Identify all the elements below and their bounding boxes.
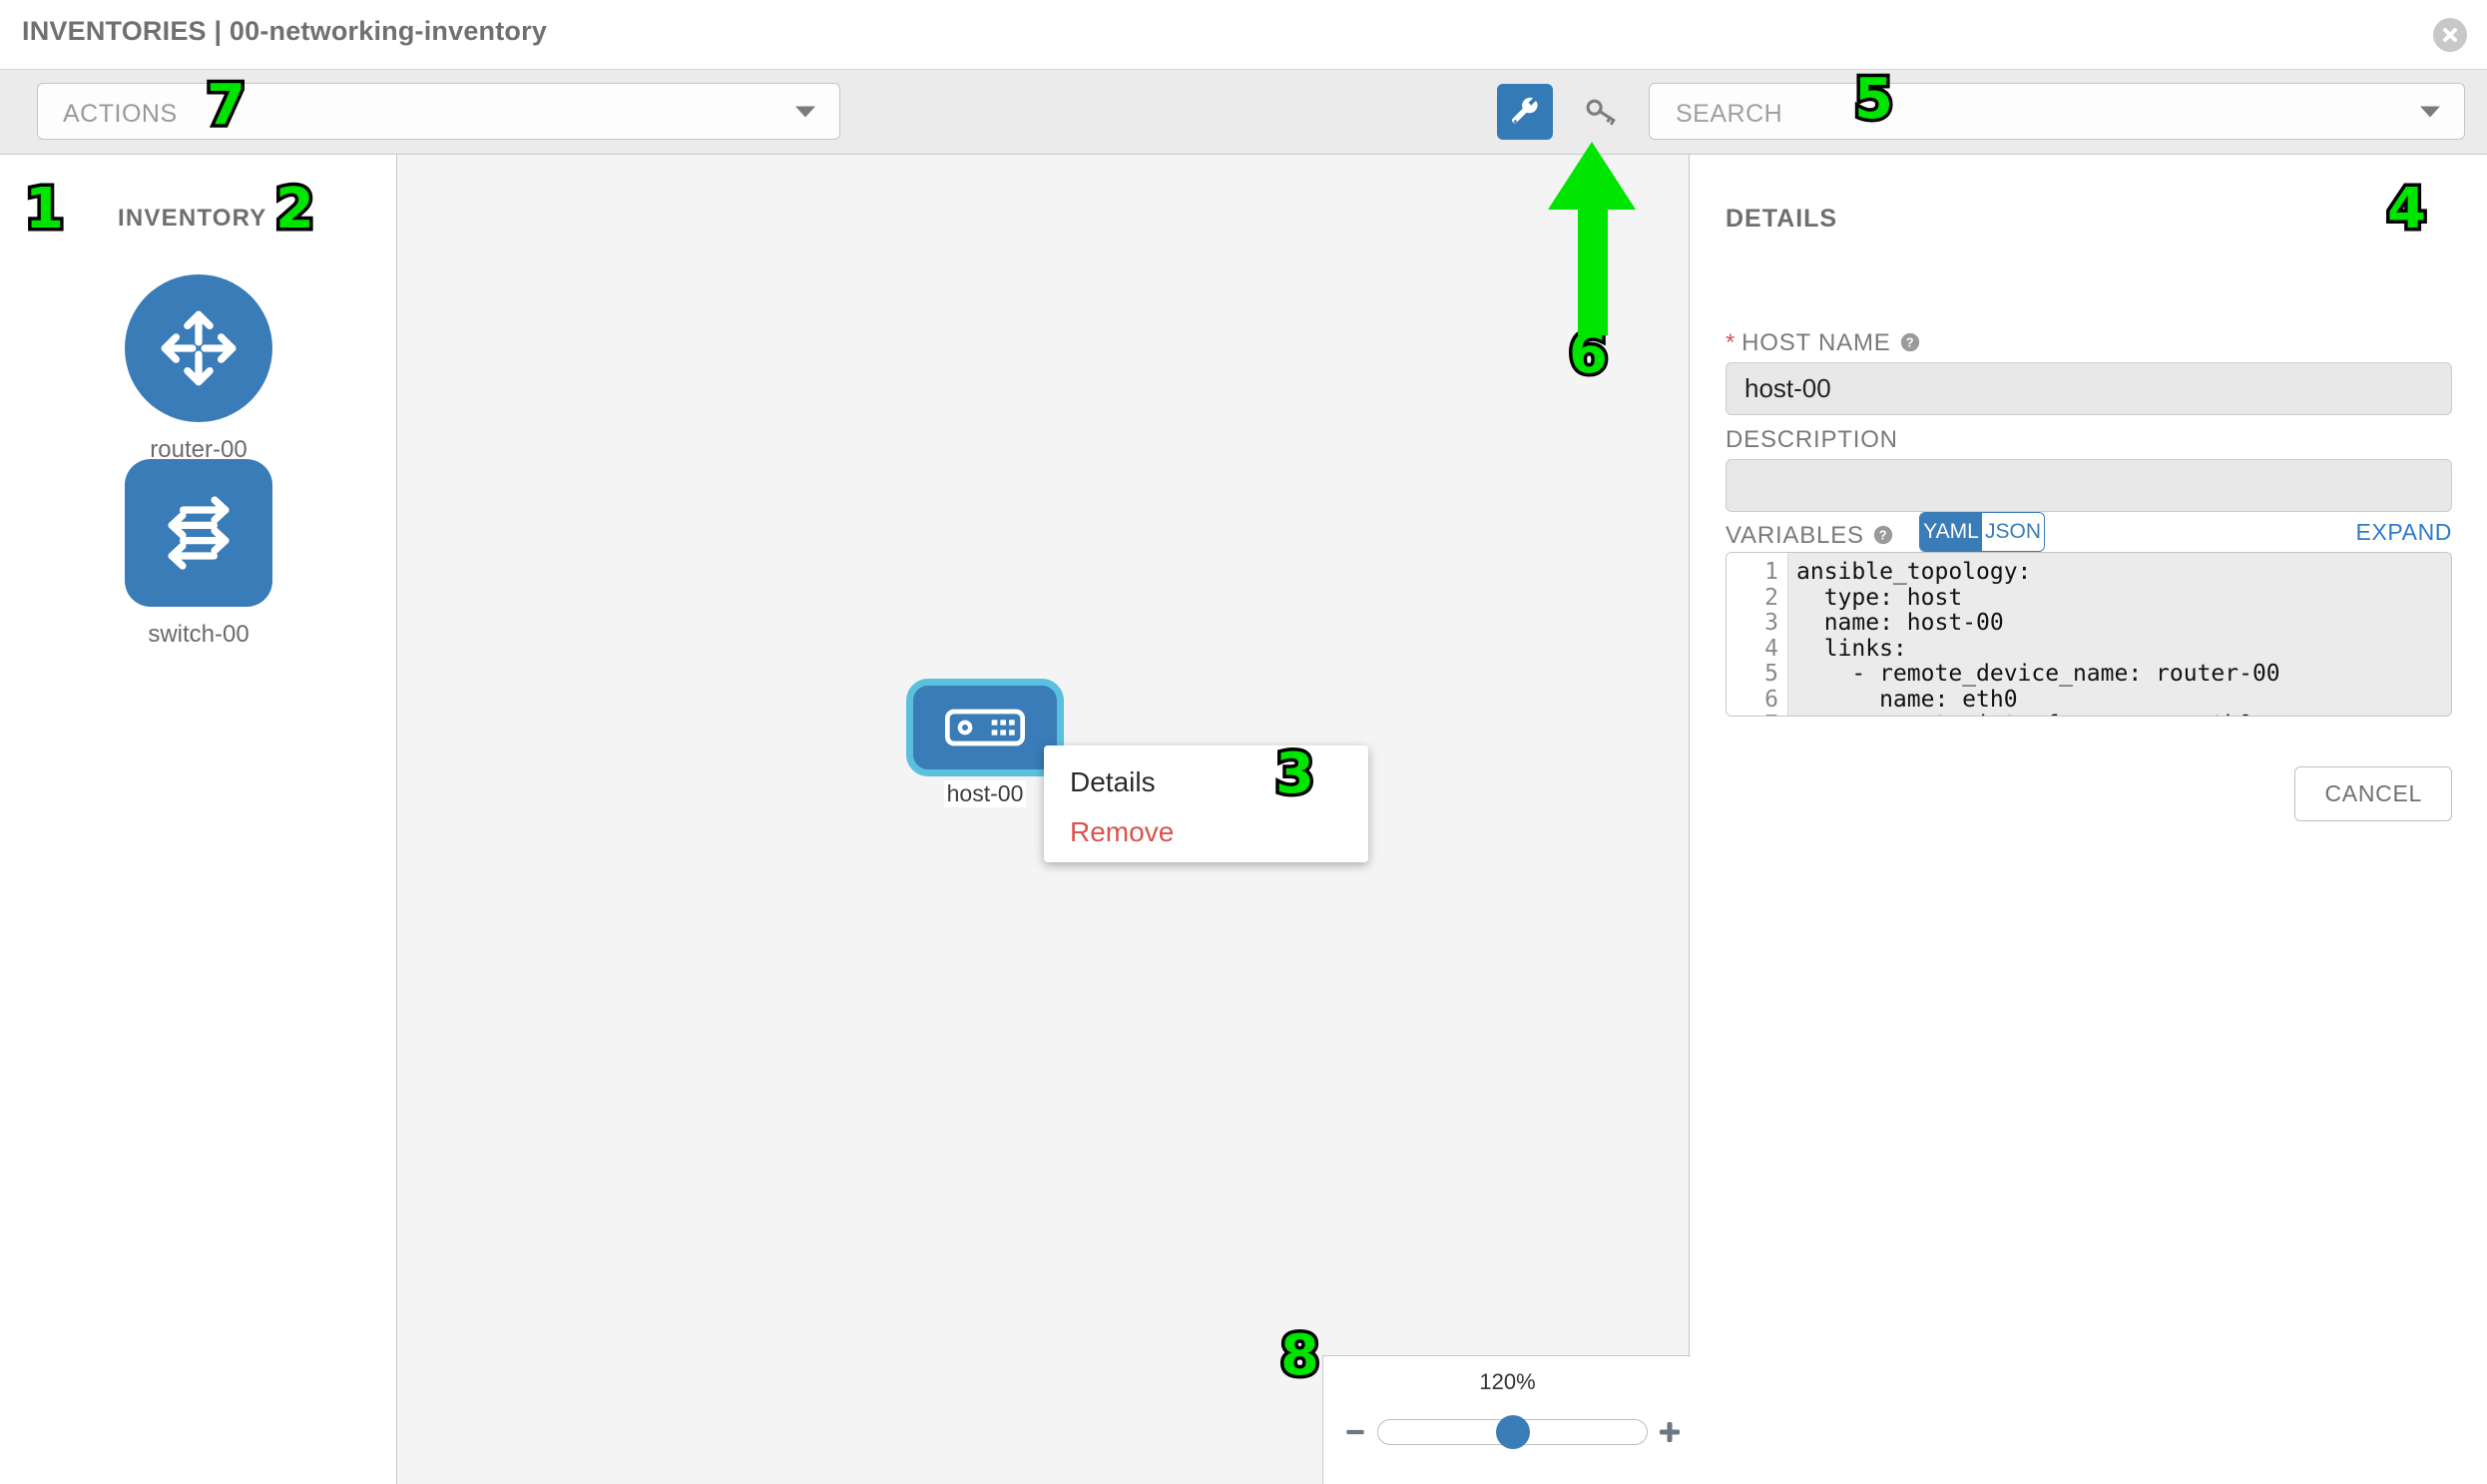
details-title: DETAILS: [1726, 205, 1838, 233]
description-label: DESCRIPTION: [1726, 426, 1898, 453]
host-name-field[interactable]: host-00: [1726, 362, 2452, 415]
actions-dropdown[interactable]: ACTIONS: [37, 83, 840, 140]
variables-format-toggle[interactable]: YAML JSON: [1919, 512, 2045, 552]
svg-text:?: ?: [1905, 335, 1914, 350]
wrench-icon[interactable]: [1497, 84, 1553, 140]
sidebar-item-switch-00[interactable]: switch-00: [0, 459, 397, 649]
host-server-icon: [906, 679, 1064, 776]
toggle-option-yaml[interactable]: YAML: [1920, 513, 1982, 551]
svg-text:?: ?: [1879, 528, 1888, 543]
sidebar-item-label: router-00: [150, 436, 248, 463]
details-panel: DETAILS * HOST NAME? host-00 DESCRIPTION …: [1691, 155, 2487, 1484]
variables-label-text: VARIABLES: [1726, 522, 1864, 549]
help-icon[interactable]: ?: [1899, 331, 1921, 360]
sidebar-title: INVENTORY: [118, 205, 267, 232]
inventory-sidebar: INVENTORY router-00: [0, 155, 397, 1484]
sidebar-item-router-00[interactable]: router-00: [0, 274, 397, 464]
key-icon[interactable]: [1577, 88, 1625, 136]
expand-link[interactable]: EXPAND: [2355, 519, 2452, 545]
variables-label: VARIABLES?: [1726, 522, 1894, 553]
actions-dropdown-label: ACTIONS: [63, 100, 178, 128]
context-menu-item-details[interactable]: Details: [1070, 766, 1156, 797]
zoom-percent-label: 120%: [1479, 1369, 1536, 1394]
topology-canvas[interactable]: host-00 Details Remove: [397, 155, 1690, 1484]
zoom-control: 120%: [1322, 1355, 1691, 1484]
editor-content[interactable]: ansible_topology: type: host name: host-…: [1788, 553, 2451, 716]
zoom-slider[interactable]: [1377, 1415, 1648, 1449]
page-title: INVENTORIES | 00-networking-inventory: [22, 16, 548, 46]
chevron-down-icon: [795, 106, 815, 117]
toolbar: ACTIONS SEARCH: [0, 69, 2487, 155]
canvas-node-label: host-00: [943, 780, 1027, 807]
zoom-slider-thumb[interactable]: [1495, 1415, 1530, 1449]
required-marker: *: [1726, 329, 1737, 356]
node-context-menu[interactable]: Details Remove: [1044, 745, 1368, 862]
canvas-node-host-00[interactable]: host-00: [906, 679, 1064, 807]
search-placeholder: SEARCH: [1676, 100, 1783, 128]
chevron-down-icon[interactable]: [2420, 106, 2440, 117]
host-name-label: * HOST NAME?: [1726, 329, 1921, 360]
search-input[interactable]: SEARCH: [1649, 83, 2465, 140]
close-icon[interactable]: [2433, 18, 2467, 52]
window-titlebar: INVENTORIES | 00-networking-inventory: [0, 0, 2487, 69]
switch-icon: [125, 459, 272, 607]
toggle-option-json[interactable]: JSON: [1982, 513, 2044, 551]
zoom-out-button[interactable]: [1333, 1419, 1377, 1445]
host-name-label-text: HOST NAME: [1741, 329, 1891, 356]
cancel-button[interactable]: CANCEL: [2294, 766, 2452, 821]
context-menu-item-remove[interactable]: Remove: [1070, 816, 1175, 847]
help-icon[interactable]: ?: [1872, 524, 1894, 553]
router-icon: [125, 274, 272, 422]
zoom-in-button[interactable]: [1648, 1417, 1692, 1447]
description-field[interactable]: [1726, 459, 2452, 512]
sidebar-item-label: switch-00: [148, 621, 249, 648]
